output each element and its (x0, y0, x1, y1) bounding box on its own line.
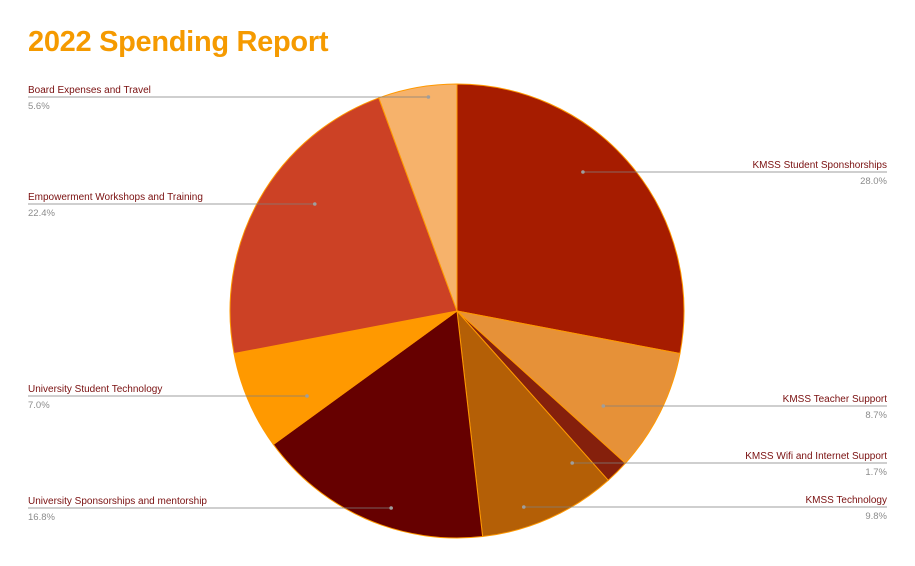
leader-dot (426, 95, 431, 99)
leader-dot (305, 394, 309, 398)
pie-slice-empowerment-workshops-and-training[interactable] (229, 97, 458, 355)
slice-percent: 16.8% (28, 512, 55, 523)
slice-percent: 9.8% (865, 511, 887, 522)
slice-label: KMSS Wifi and Internet Support (745, 451, 887, 462)
slice-label: Board Expenses and Travel (28, 85, 151, 96)
slice-percent: 5.6% (28, 101, 50, 112)
leader-dot (581, 170, 585, 174)
slice-label: KMSS Technology (805, 495, 887, 506)
leader-dot (601, 404, 606, 408)
slice-label: KMSS Student Sponshorships (752, 160, 887, 171)
slice-percent: 7.0% (28, 400, 50, 411)
slice-label: Empowerment Workshops and Training (28, 192, 203, 203)
leader-dot (312, 202, 317, 206)
leader-dot (570, 461, 575, 465)
chart-title: 2022 Spending Report (28, 26, 329, 58)
pie-slice-university-sponsorships-and-mentorship[interactable] (272, 310, 484, 539)
slice-label: University Sponsorships and mentorship (28, 496, 207, 507)
slice-percent: 1.7% (865, 467, 887, 478)
pie-slice-kmss-technology[interactable] (456, 309, 609, 538)
slice-percent: 22.4% (28, 208, 55, 219)
pie-slice-board-expenses-and-travel[interactable] (378, 83, 458, 312)
leader-dot (389, 506, 393, 510)
slice-percent: 28.0% (860, 176, 887, 187)
pie-slice-kmss-teacher-support[interactable] (455, 310, 681, 464)
slice-label: University Student Technology (28, 384, 162, 395)
pie-slice-kmss-student-sponshorships[interactable] (456, 83, 685, 355)
slice-label: KMSS Teacher Support (783, 394, 888, 405)
leader-dot (521, 505, 526, 509)
slice-percent: 8.7% (865, 410, 887, 421)
